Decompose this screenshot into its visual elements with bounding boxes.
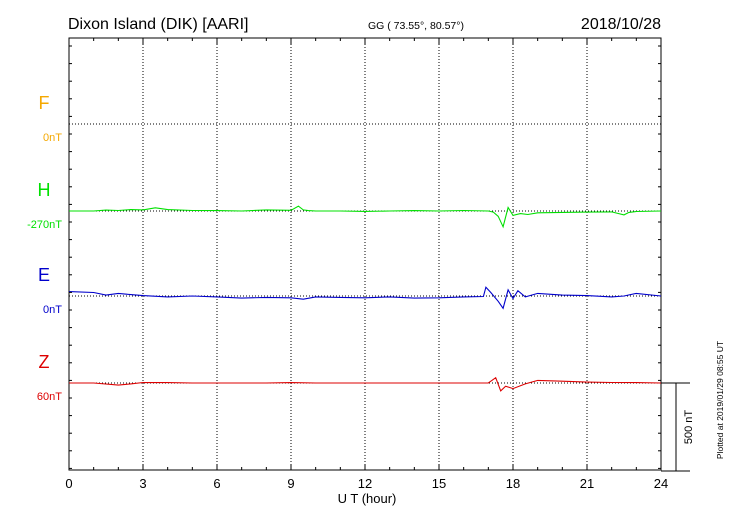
channel-baseline-label-f: 0nT xyxy=(43,132,62,144)
channel-name-e: E xyxy=(38,265,50,285)
x-tick-label: 0 xyxy=(65,476,72,491)
series-line-z xyxy=(69,376,662,392)
channel-labels: F 0nT H -270nT E 0nT Z 60nT xyxy=(27,93,62,403)
x-axis-label: U T (hour) xyxy=(338,491,397,506)
channel-name-f: F xyxy=(39,93,50,113)
plotted-at-note: Plotted at 2019/01/29 08:55 UT xyxy=(715,341,725,459)
channel-baseline-label-e: 0nT xyxy=(43,304,62,316)
axis-ticks: 0 3 6 9 12 15 18 21 24 xyxy=(65,38,668,491)
x-tick-label: 21 xyxy=(580,476,594,491)
scale-bar-label: 500 nT xyxy=(683,410,695,445)
grid-lines xyxy=(69,38,661,470)
channel-name-h: H xyxy=(38,180,51,200)
x-tick-label: 24 xyxy=(654,476,668,491)
station-title: Dixon Island (DIK) [AARI] xyxy=(68,16,249,33)
channel-baseline-label-h: -270nT xyxy=(27,219,62,231)
x-tick-label: 3 xyxy=(139,476,146,491)
channel-name-z: Z xyxy=(39,352,50,372)
x-tick-label: 12 xyxy=(358,476,372,491)
series-line-h xyxy=(69,205,662,229)
series-line-e xyxy=(68,286,662,310)
series-group xyxy=(68,205,662,392)
coordinates-label: GG ( 73.55°, 80.57°) xyxy=(368,20,464,32)
date-label: 2018/10/28 xyxy=(581,16,661,33)
x-tick-label: 9 xyxy=(287,476,294,491)
channel-baseline-label-z: 60nT xyxy=(37,391,62,403)
scale-bar: 500 nT xyxy=(661,382,695,472)
x-tick-label: 18 xyxy=(506,476,520,491)
x-tick-label: 15 xyxy=(432,476,446,491)
x-tick-label: 6 xyxy=(213,476,220,491)
